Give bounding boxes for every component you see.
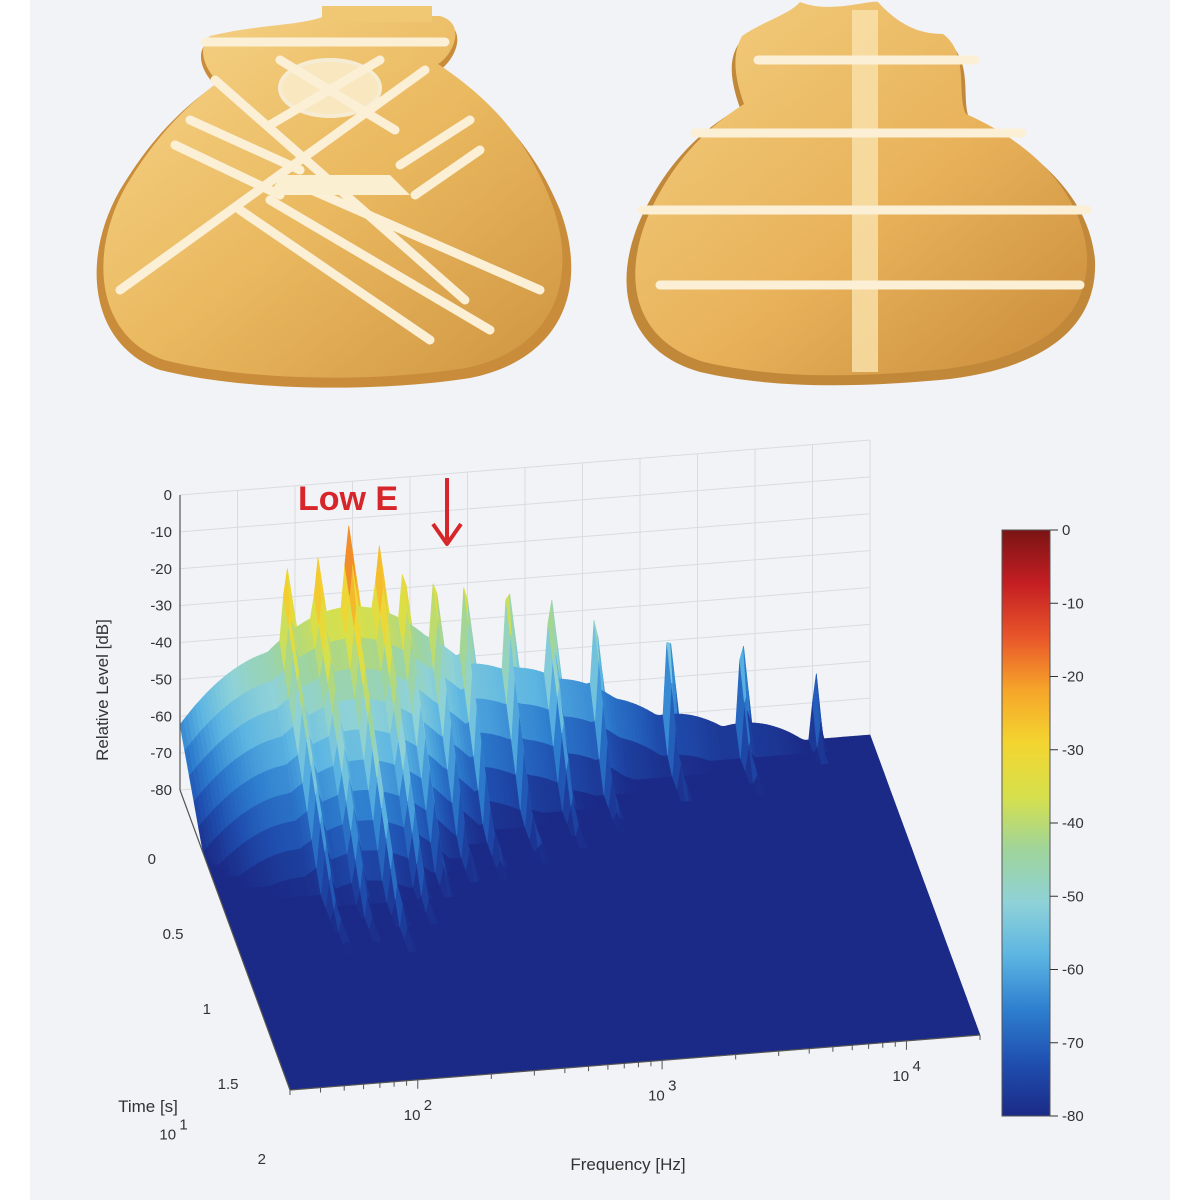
time-tick-label: 1.5	[218, 1076, 239, 1093]
y-axis-title: Time [s]	[118, 1097, 178, 1116]
z-tick-label: -10	[150, 524, 172, 541]
time-tick-label: 0.5	[163, 926, 184, 943]
colorbar-tick-label: -80	[1062, 1108, 1084, 1125]
x-braced-guitar-top-illustration	[96, 6, 572, 388]
sound-hole-brace-2	[265, 55, 385, 130]
finger-brace-3	[395, 115, 475, 170]
finger-brace-1	[185, 115, 305, 175]
grid-line	[179, 439, 871, 496]
z-tick-label: -60	[150, 708, 172, 725]
frequency-tick-label: 10	[404, 1107, 421, 1124]
z-tick-label: -40	[150, 635, 172, 652]
colorbar-tick-label: -70	[1062, 1035, 1084, 1052]
center-seam-strip	[852, 10, 878, 372]
colorbar-tick-label: -30	[1062, 742, 1084, 759]
colorbar-tick-label: -20	[1062, 669, 1084, 686]
frequency-tick-label: 10	[648, 1087, 665, 1104]
colorbar-tick-label: 0	[1062, 522, 1070, 539]
z-tick-label: -70	[150, 745, 172, 762]
z-tick-label: -30	[150, 598, 172, 615]
z-tick-label: -50	[150, 671, 172, 688]
tone-bar-3	[295, 180, 545, 295]
bridge-plate	[268, 175, 410, 195]
frequency-tick-exponent: 1	[179, 1116, 187, 1133]
low-e-label: Low E	[298, 480, 398, 518]
grid-line	[179, 476, 871, 533]
x-brace-right-arm	[115, 65, 430, 295]
z-tick-label: -80	[150, 782, 172, 799]
left-neck-joint	[322, 6, 432, 22]
time-tick-label: 1	[203, 1001, 211, 1018]
colorbar-tick-label: -50	[1062, 888, 1084, 905]
x-axis-title: Frequency [Hz]	[570, 1155, 685, 1174]
tone-bar-1	[235, 205, 435, 345]
time-tick-label: 0	[148, 851, 156, 868]
tone-bar-2	[265, 195, 495, 335]
grid-line	[179, 550, 871, 607]
frequency-tick-exponent: 3	[668, 1077, 676, 1094]
surface-mesh	[179, 525, 981, 1091]
frequency-tick-exponent: 4	[912, 1058, 920, 1075]
colorbar-scale	[1001, 529, 1051, 1117]
time-tick-label: 2	[258, 1151, 266, 1168]
grid-line	[179, 513, 871, 570]
ladder-braces	[637, 55, 1092, 290]
finger-brace-4	[410, 145, 485, 200]
spectrogram-surface-plot: 0-10-20-30-40-50-60-70-8000.511.52101102…	[93, 439, 1084, 1174]
sound-hole-brace-1	[275, 55, 400, 135]
ladder-braced-guitar-back-illustration	[626, 1, 1096, 386]
colorbar-tick-label: -10	[1062, 595, 1084, 612]
z-tick-label: 0	[164, 487, 172, 504]
finger-brace-2	[170, 140, 285, 200]
frequency-tick-label: 10	[159, 1126, 176, 1143]
z-axis-title: Relative Level [dB]	[93, 619, 112, 761]
z-tick-label: -20	[150, 561, 172, 578]
frequency-tick-exponent: 2	[424, 1097, 432, 1114]
colorbar-tick-label: -60	[1062, 962, 1084, 979]
colorbar-tick-label: -40	[1062, 815, 1084, 832]
frequency-tick-label: 10	[892, 1068, 909, 1085]
